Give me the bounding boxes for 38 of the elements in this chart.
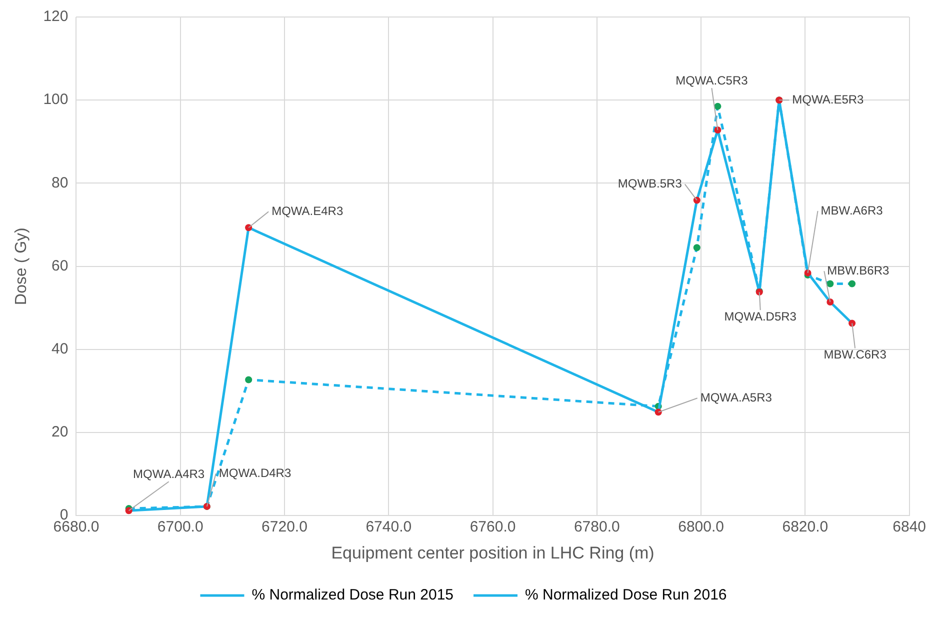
point (848, 320, 856, 327)
y-tick-label: 120 (43, 8, 68, 26)
x-tick-label: 6780.0 (574, 518, 620, 536)
annotation: MQWA.A5R3 (700, 390, 772, 404)
annotation: MQWA.E4R3 (272, 204, 344, 218)
annotation: MQWA.D4R3 (218, 466, 292, 480)
annotation: MBW.C6R3 (824, 348, 887, 362)
point (245, 224, 252, 232)
legend-label: % Normalized Dose Run 2016 (525, 586, 727, 604)
annotation: MQWA.A4R3 (133, 466, 205, 481)
x-tick-label: 6760.0 (470, 518, 516, 536)
annotation: MQWA.C5R3 (676, 73, 748, 88)
point (848, 280, 856, 288)
annotation: MQWA.E5R3 (792, 92, 864, 106)
x-tick-label: 6700.0 (157, 518, 204, 536)
y-tick-label: 40 (52, 340, 68, 358)
x-tick-label: 6800.0 (678, 518, 724, 536)
annotation: MQWB.5R3 (618, 176, 682, 191)
y-axis-title: Dose ( Gy) (13, 228, 30, 305)
x-tick-label: 6740.0 (366, 518, 412, 536)
y-tick-label: 20 (52, 424, 68, 441)
x-tick-label: 6820.0 (782, 518, 828, 536)
x-tick-label: 6720.0 (262, 518, 308, 536)
x-tick-label: 6840 (892, 518, 926, 536)
annotation: MQWA.D5R3 (724, 309, 797, 324)
y-tick-label: 60 (52, 257, 68, 274)
legend-label: % Normalized Dose Run 2015 (252, 586, 454, 604)
annotation: MBW.A6R3 (820, 203, 884, 218)
y-tick-label: 100 (43, 91, 68, 108)
point (245, 376, 252, 384)
annotation: MBW.B6R3 (827, 263, 890, 278)
x-axis-title: Equipment center position in LHC Ring (m) (331, 543, 654, 562)
point (826, 298, 834, 306)
y-tick-label: 80 (52, 174, 68, 192)
point (693, 244, 700, 252)
point (826, 280, 834, 288)
point (714, 126, 722, 134)
point (714, 102, 722, 110)
